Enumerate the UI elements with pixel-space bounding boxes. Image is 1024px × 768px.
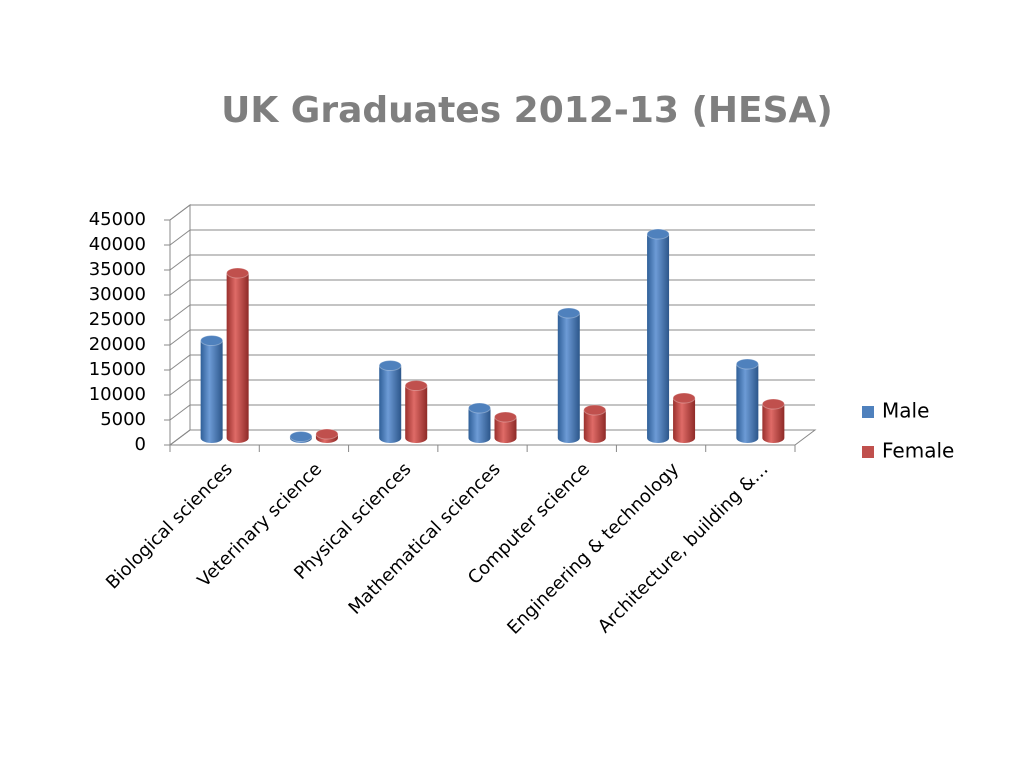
bar: [494, 417, 517, 443]
bar: [647, 234, 670, 443]
side-wall: [169, 204, 191, 446]
bar-top: [289, 431, 313, 442]
bar: [557, 313, 580, 443]
bar-top: [646, 228, 670, 240]
y-tick-label: 30000: [89, 284, 146, 305]
y-tick-label: 40000: [89, 234, 146, 255]
legend-label: Male: [882, 399, 929, 423]
grid-line: [169, 304, 815, 321]
bar: [379, 365, 402, 443]
bar-top: [404, 380, 428, 391]
y-tick-label: 35000: [89, 259, 146, 280]
bar-top: [468, 402, 491, 414]
bar: [736, 364, 759, 443]
bar-top: [226, 267, 250, 279]
y-tick-label: 20000: [89, 334, 146, 355]
bar-top: [672, 392, 696, 404]
y-tick-label: 0: [135, 434, 146, 455]
grid-line: [169, 254, 815, 271]
bar-top: [735, 358, 759, 370]
bar-top: [557, 307, 581, 319]
floor: [168, 429, 817, 446]
bar-top: [583, 404, 607, 416]
bar: [468, 408, 491, 443]
legend-swatch: [862, 446, 874, 458]
grid-line: [169, 354, 815, 371]
bar: [583, 410, 606, 443]
legend-swatch: [862, 406, 874, 418]
bar-top: [200, 335, 224, 346]
bar: [226, 273, 249, 443]
grid-line: [169, 429, 815, 446]
y-tick-label: 25000: [89, 309, 146, 330]
legend-label: Female: [882, 439, 954, 463]
grid-line: [169, 204, 815, 221]
y-tick-label: 5000: [100, 409, 146, 430]
y-tick-label: 10000: [89, 384, 146, 405]
bar: [405, 385, 428, 443]
bar-top: [378, 360, 402, 371]
x-tick-label: Architecture, building &…: [594, 459, 773, 638]
grid-line: [169, 329, 815, 346]
grid-line: [169, 379, 815, 396]
bar: [762, 404, 785, 443]
y-tick-label: 15000: [89, 359, 146, 380]
y-tick-label: 45000: [89, 209, 146, 230]
chart-title: UK Graduates 2012-13 (HESA): [221, 90, 833, 131]
bar-top: [315, 428, 339, 440]
grid-line: [169, 404, 815, 421]
bar-top: [761, 398, 785, 410]
bar-top: [494, 411, 517, 423]
grid-line: [169, 279, 815, 296]
x-tick-label: Engineering & technology: [503, 458, 683, 638]
bar: [200, 340, 223, 443]
grid-line: [169, 229, 815, 246]
x-tick-label: Mathematical sciences: [345, 459, 505, 619]
bar: [673, 398, 696, 443]
